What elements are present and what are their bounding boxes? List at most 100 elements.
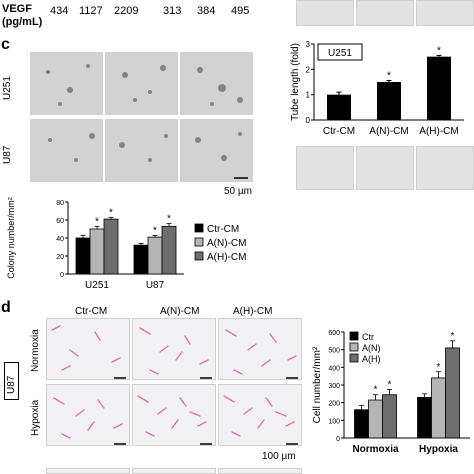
vegf-value: 1127 xyxy=(79,5,103,17)
legend-swatch xyxy=(194,237,204,247)
invasion-micrograph xyxy=(132,384,216,446)
colony-micrograph xyxy=(180,52,253,115)
inset-label: U251 xyxy=(328,48,352,59)
bar xyxy=(431,377,446,439)
u87-side-box xyxy=(4,362,19,400)
significance-marker: * xyxy=(109,207,113,218)
invasion-micrograph xyxy=(46,384,130,446)
row-label-hypoxia: Hypoxia xyxy=(30,399,41,436)
y-tick-label: 1 xyxy=(306,91,311,100)
category-label: A(H)-CM xyxy=(419,126,458,137)
category-label: Normoxia xyxy=(352,444,399,455)
category-label: U251 xyxy=(85,280,109,291)
significance-marker: * xyxy=(437,45,441,56)
legend-label: A(H) xyxy=(362,354,381,364)
legend-swatch xyxy=(349,353,359,363)
tube-micrograph xyxy=(296,146,354,190)
bar xyxy=(368,399,383,439)
bar xyxy=(382,394,397,439)
legend-label: A(N) xyxy=(362,343,381,353)
colony-micrograph xyxy=(30,119,103,182)
y-tick-label: 3 xyxy=(306,40,311,49)
bar xyxy=(161,225,177,275)
vegf-value: 2209 xyxy=(114,5,139,17)
bar xyxy=(147,236,163,275)
bar xyxy=(103,218,119,275)
bar xyxy=(377,82,401,120)
legend-swatch xyxy=(194,251,204,261)
y-tick-label: 0 xyxy=(306,116,311,125)
y-axis-label: Cell number/mm² xyxy=(312,346,323,423)
col-label: A(H)-CM xyxy=(233,306,273,317)
significance-marker: * xyxy=(153,225,157,236)
bar xyxy=(133,244,149,275)
y-tick-label: 600 xyxy=(328,330,340,337)
y-tick-label: 40 xyxy=(56,236,64,243)
y-tick-label: 200 xyxy=(328,401,340,408)
invasion-micrograph xyxy=(218,318,302,380)
vegf-value: 313 xyxy=(163,5,182,17)
bar xyxy=(354,409,369,439)
scale-bar-label: 50 µm xyxy=(224,186,252,197)
cell-number-chart: 0 100 200 300 400 500 600 Cell number/mm² * * Norm… xyxy=(312,330,470,455)
y-axis-label: Colony number/mm² xyxy=(6,197,16,279)
significance-marker: * xyxy=(374,385,378,396)
bar xyxy=(75,237,91,275)
invasion-micrograph xyxy=(132,318,216,380)
colony-micrograph xyxy=(180,119,253,182)
y-tick-label: 0 xyxy=(60,272,64,279)
inset-label-box xyxy=(317,43,363,61)
bar xyxy=(417,396,432,439)
y-tick-label: 400 xyxy=(328,365,340,372)
bar xyxy=(327,94,351,120)
tube-length-chart: 0 1 2 3 Tube length (fold) U251 Ctr-CM * A(N)-CM… xyxy=(290,40,464,137)
category-label: A(N)-CM xyxy=(369,126,408,137)
significance-marker: * xyxy=(451,331,455,342)
vegf-label: VEGF xyxy=(2,3,32,15)
bar xyxy=(445,347,460,439)
colony-number-chart: 0 20 40 60 80 Colony number/mm² * * U251 * * U87 Ctr… xyxy=(6,197,246,291)
vegf-unit-label: (pg/mL) xyxy=(2,16,43,28)
invasion-micrograph xyxy=(46,318,130,380)
bar xyxy=(89,228,105,275)
row-label-normoxia: Normoxia xyxy=(30,329,41,372)
micrograph xyxy=(356,0,414,26)
legend-swatch xyxy=(349,331,359,341)
bar xyxy=(427,56,451,120)
legend-label: A(N)-CM xyxy=(207,238,246,249)
colony-micrograph xyxy=(30,52,103,115)
col-label: A(N)-CM xyxy=(160,306,200,317)
category-label: U87 xyxy=(146,280,165,291)
scale-bar-label: 100 µm xyxy=(262,451,296,462)
invasion-micrograph xyxy=(218,384,302,446)
y-tick-label: 300 xyxy=(328,383,340,390)
micrograph xyxy=(416,0,474,26)
significance-marker: * xyxy=(437,362,441,373)
panel-letter-d: d xyxy=(1,299,11,316)
category-label: Ctr-CM xyxy=(323,126,355,137)
vegf-value: 495 xyxy=(231,5,250,17)
significance-marker: * xyxy=(95,216,99,227)
legend-label: Ctr-CM xyxy=(207,224,239,235)
y-tick-label: 500 xyxy=(328,348,340,355)
significance-marker: * xyxy=(388,379,392,390)
y-tick-label: 80 xyxy=(56,200,64,207)
y-axis-label: Tube length (fold) xyxy=(290,43,301,121)
colony-micrograph xyxy=(105,119,178,182)
panel-letter-c: c xyxy=(1,36,10,53)
y-tick-label: 20 xyxy=(56,254,64,261)
legend-label: A(H)-CM xyxy=(207,252,246,263)
y-tick-label: 0 xyxy=(336,436,340,443)
y-tick-label: 100 xyxy=(328,418,340,425)
micrograph xyxy=(46,468,130,474)
micrograph xyxy=(218,468,302,474)
y-tick-label: 2 xyxy=(306,65,311,74)
legend-swatch xyxy=(194,223,204,233)
tube-micrograph xyxy=(356,146,414,190)
side-label-u87: U87 xyxy=(6,375,17,394)
category-label: Hypoxia xyxy=(419,444,458,455)
col-label: Ctr-CM xyxy=(75,306,108,317)
significance-marker: * xyxy=(387,70,391,81)
legend-label: Ctr xyxy=(362,332,374,342)
colony-micrograph xyxy=(105,52,178,115)
